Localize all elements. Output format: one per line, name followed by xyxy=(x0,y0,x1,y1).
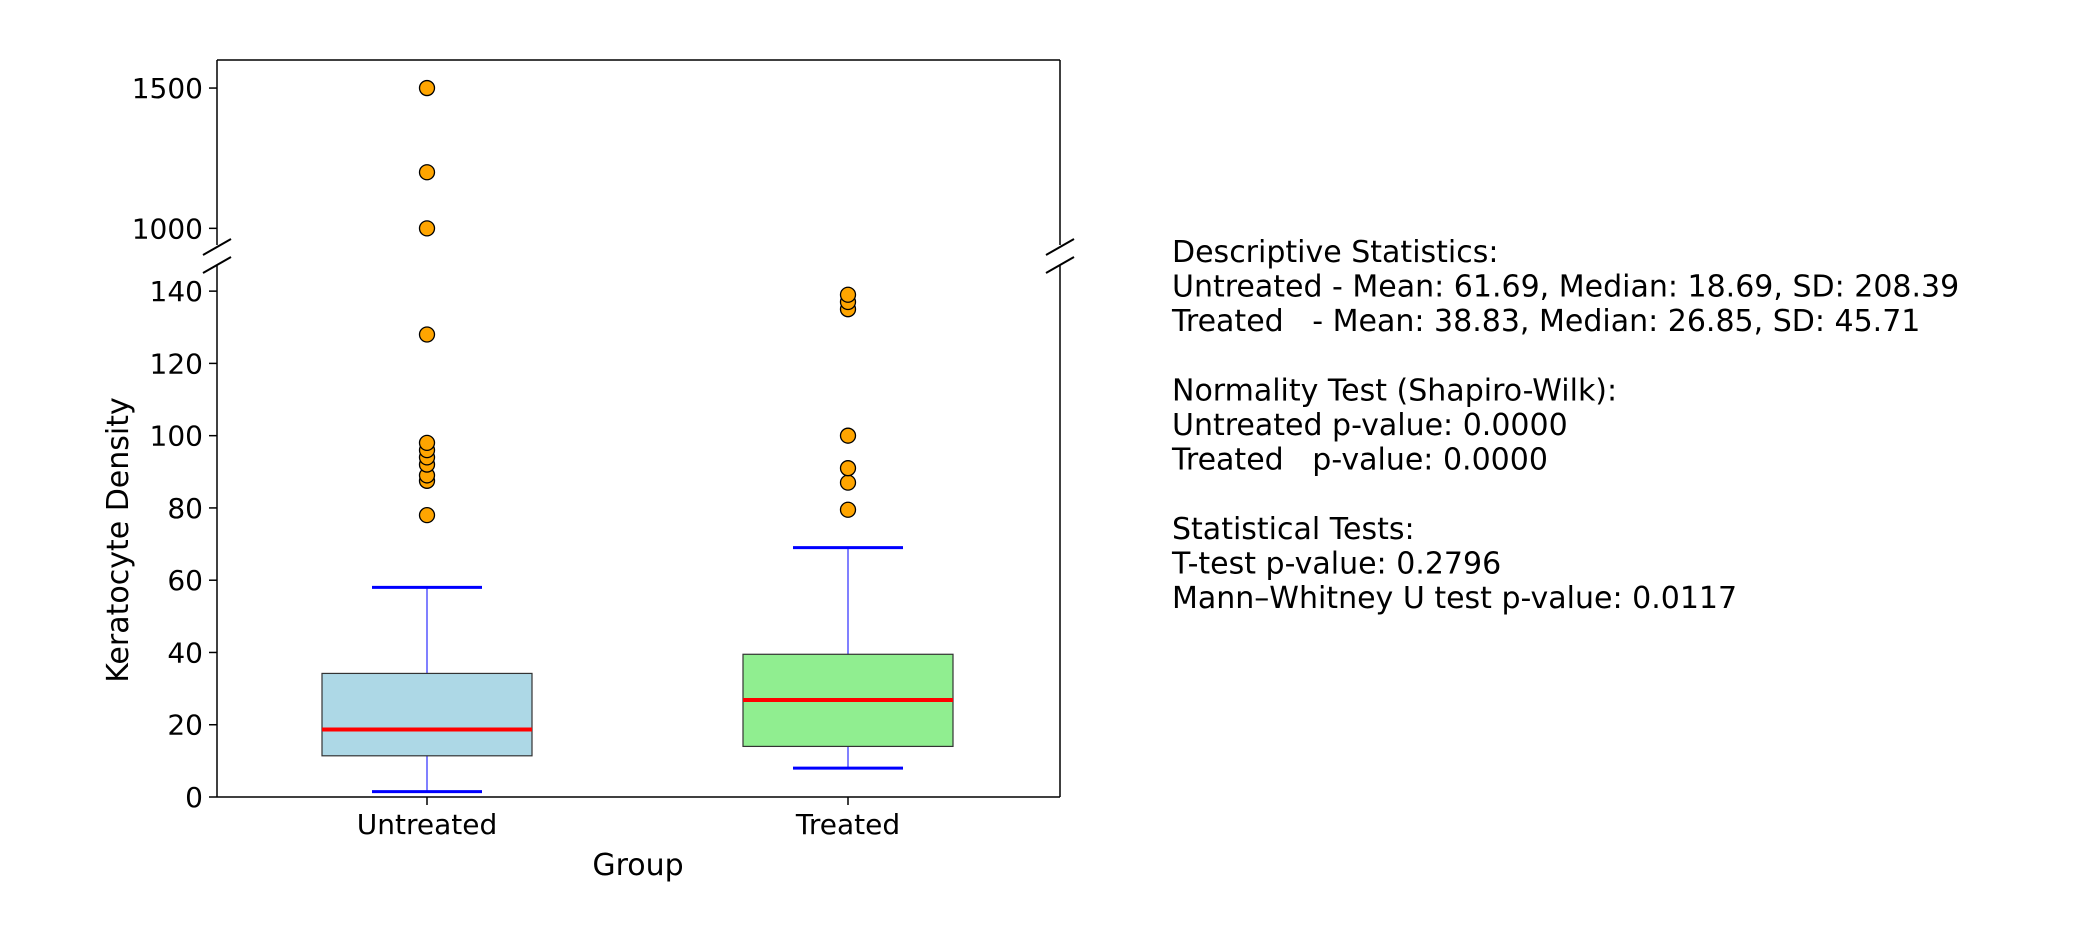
axis-break-marks xyxy=(202,238,1075,274)
outlier-point xyxy=(418,326,436,343)
x-axis-title: Group xyxy=(592,848,683,883)
x-tick-label: Untreated xyxy=(357,808,497,841)
outlier-point xyxy=(839,427,857,444)
outlier-point xyxy=(418,164,436,181)
y-tick-label: 140 xyxy=(150,275,203,308)
stats-line: T-test p-value: 0.2796 xyxy=(1171,546,1501,581)
stats-line: Untreated - Mean: 61.69, Median: 18.69, … xyxy=(1172,270,1959,305)
outlier-point xyxy=(839,286,857,303)
break-mark xyxy=(1045,256,1075,274)
outlier-point xyxy=(418,507,436,524)
plot-frames xyxy=(216,59,1061,798)
outlier-point xyxy=(418,434,436,452)
y-tick-label: 1000 xyxy=(132,212,203,245)
y-tick-label: 0 xyxy=(185,781,203,814)
y-tick-label: 20 xyxy=(167,709,203,742)
break-mark xyxy=(202,256,232,274)
stats-line: Untreated p-value: 0.0000 xyxy=(1172,408,1568,443)
outlier-point xyxy=(839,460,857,477)
outlier-point xyxy=(418,79,436,97)
y-tick-label: 80 xyxy=(167,492,203,525)
stats-line: Mann–Whitney U test p-value: 0.0117 xyxy=(1172,581,1737,616)
y-tick-label: 40 xyxy=(167,636,203,669)
stats-line xyxy=(1172,477,1182,512)
stats-line: Normality Test (Shapiro-Wilk): xyxy=(1172,373,1617,408)
lower-panel-marks xyxy=(321,286,954,794)
x-tick-label: Treated xyxy=(795,808,900,841)
stats-line: Treated p-value: 0.0000 xyxy=(1171,443,1548,478)
y-tick-label: 120 xyxy=(150,347,203,380)
break-mark xyxy=(202,238,232,256)
outlier-point xyxy=(839,474,857,491)
outlier-point xyxy=(418,220,436,237)
y-tick-label: 1500 xyxy=(132,72,203,105)
stats-line: Statistical Tests: xyxy=(1172,512,1415,547)
break-mark xyxy=(1045,238,1075,256)
stats-line: Treated - Mean: 38.83, Median: 26.85, SD… xyxy=(1171,304,1920,339)
axes: 1000 1500 0 20 40 60 80 100 120 140 Untreated Treat… xyxy=(132,72,900,841)
upper-panel-marks xyxy=(418,79,436,237)
y-axis-title: Keratocyte Density xyxy=(101,397,136,683)
y-tick-label: 100 xyxy=(150,420,203,453)
stats-line: Descriptive Statistics: xyxy=(1172,235,1498,270)
y-tick-label: 60 xyxy=(167,564,203,597)
statistics-text-block: Descriptive Statistics: Untreated - Mean:… xyxy=(1171,235,1959,616)
box-untreated xyxy=(321,672,533,757)
stats-line xyxy=(1172,339,1182,374)
outlier-point xyxy=(839,501,857,518)
